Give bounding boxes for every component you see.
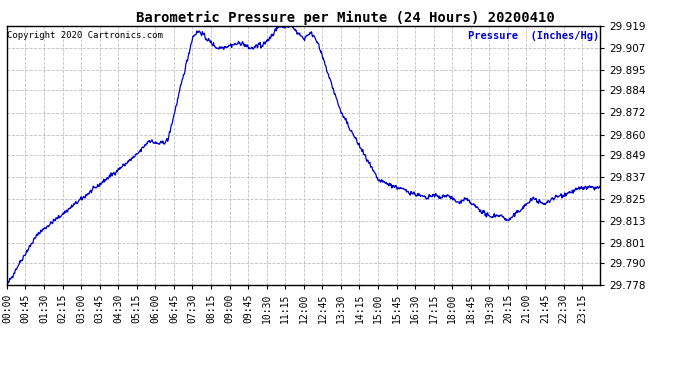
Text: Pressure  (Inches/Hg): Pressure (Inches/Hg) [469, 32, 600, 41]
Text: Barometric Pressure per Minute (24 Hours) 20200410: Barometric Pressure per Minute (24 Hours… [136, 11, 554, 26]
Text: Copyright 2020 Cartronics.com: Copyright 2020 Cartronics.com [8, 32, 164, 40]
